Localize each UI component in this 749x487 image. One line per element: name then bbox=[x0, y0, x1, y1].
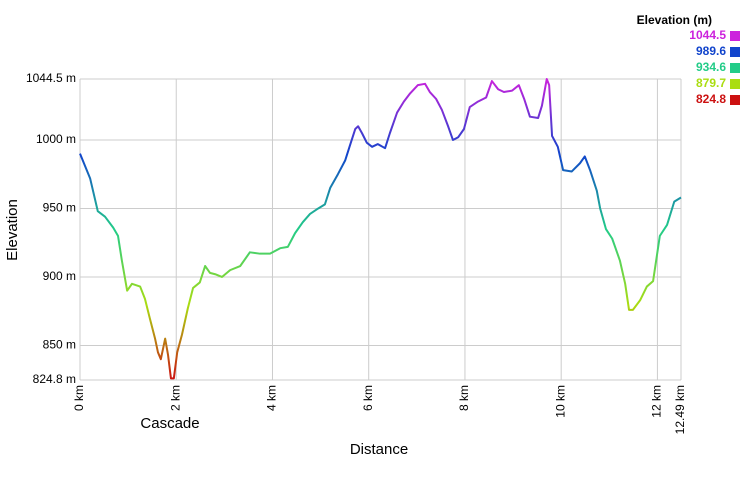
legend-label: 824.8 bbox=[696, 92, 726, 106]
legend-label: 879.7 bbox=[696, 76, 726, 90]
y-tick-label: 900 m bbox=[43, 269, 76, 283]
x-tick-label: 12.49 km bbox=[673, 385, 687, 434]
y-tick-label: 850 m bbox=[43, 338, 76, 352]
x-tick-label: 8 km bbox=[457, 385, 471, 411]
x-tick-label: 6 km bbox=[361, 385, 375, 411]
legend-swatch bbox=[730, 31, 740, 41]
x-tick-label: 0 km bbox=[72, 385, 86, 411]
legend-label: 989.6 bbox=[696, 44, 726, 58]
annotation: Cascade bbox=[140, 415, 199, 432]
y-tick-label: 1044.5 m bbox=[26, 71, 76, 85]
legend-swatch bbox=[730, 79, 740, 89]
x-tick-label: 2 km bbox=[168, 385, 182, 411]
legend-swatch bbox=[730, 63, 740, 73]
y-axis-label: Elevation bbox=[4, 199, 21, 261]
legend-swatch bbox=[730, 47, 740, 57]
y-tick-label: 950 m bbox=[43, 201, 76, 215]
x-tick-label: 4 km bbox=[265, 385, 279, 411]
y-tick-label: 1000 m bbox=[36, 132, 76, 146]
x-tick-label: 12 km bbox=[650, 385, 664, 418]
legend-label: 934.6 bbox=[696, 60, 726, 74]
x-axis-label: Distance bbox=[350, 441, 408, 458]
legend-label: 1044.5 bbox=[689, 28, 726, 42]
elevation-line bbox=[79, 78, 682, 380]
legend-swatch bbox=[730, 95, 740, 105]
legend-title: Elevation (m) bbox=[637, 13, 712, 27]
x-tick-label: 10 km bbox=[553, 385, 567, 418]
y-tick-label: 824.8 m bbox=[33, 372, 76, 386]
